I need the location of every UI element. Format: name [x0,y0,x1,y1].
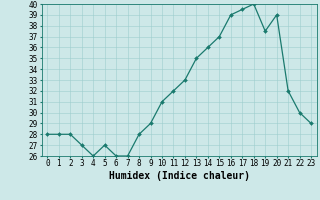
X-axis label: Humidex (Indice chaleur): Humidex (Indice chaleur) [109,171,250,181]
